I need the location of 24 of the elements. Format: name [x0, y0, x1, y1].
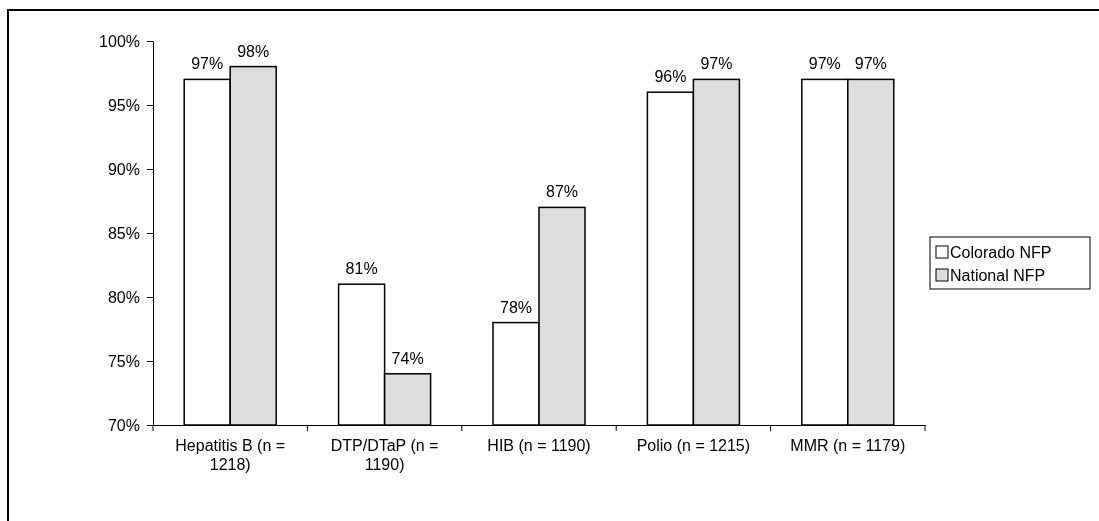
legend-label: Colorado NFP — [950, 244, 1052, 261]
text: 97% — [808, 55, 841, 73]
y-tick-label: 75% — [107, 352, 140, 370]
y-tick-label: 100% — [99, 32, 140, 50]
x-tick-label: Polio (n = 1215) — [636, 437, 751, 454]
y-tick-label: 95% — [107, 96, 140, 114]
text: 74% — [391, 349, 424, 367]
y-tick-label: 70% — [107, 416, 140, 434]
text: 87% — [545, 183, 579, 201]
y-tick-label: 85% — [107, 224, 140, 242]
x-tick-label: HIB (n = 1190) — [487, 437, 591, 454]
x-tick-label: DTP/DTaP (n = 1190) — [330, 437, 439, 473]
x-tick-label: Hepatitis B (n = 1218) — [175, 437, 286, 473]
y-tick-label: 90% — [107, 160, 140, 178]
text: 78% — [499, 298, 533, 316]
text: 98% — [237, 42, 270, 60]
text: 96% — [654, 68, 687, 86]
y-tick-label: 80% — [107, 288, 140, 306]
text: 97% — [854, 55, 887, 73]
text: 97% — [700, 55, 733, 73]
x-tick-label: MMR (n = 1179) — [790, 437, 906, 454]
legend-label: National NFP — [950, 267, 1046, 284]
text: 81% — [345, 260, 378, 278]
text: 97% — [191, 55, 224, 73]
